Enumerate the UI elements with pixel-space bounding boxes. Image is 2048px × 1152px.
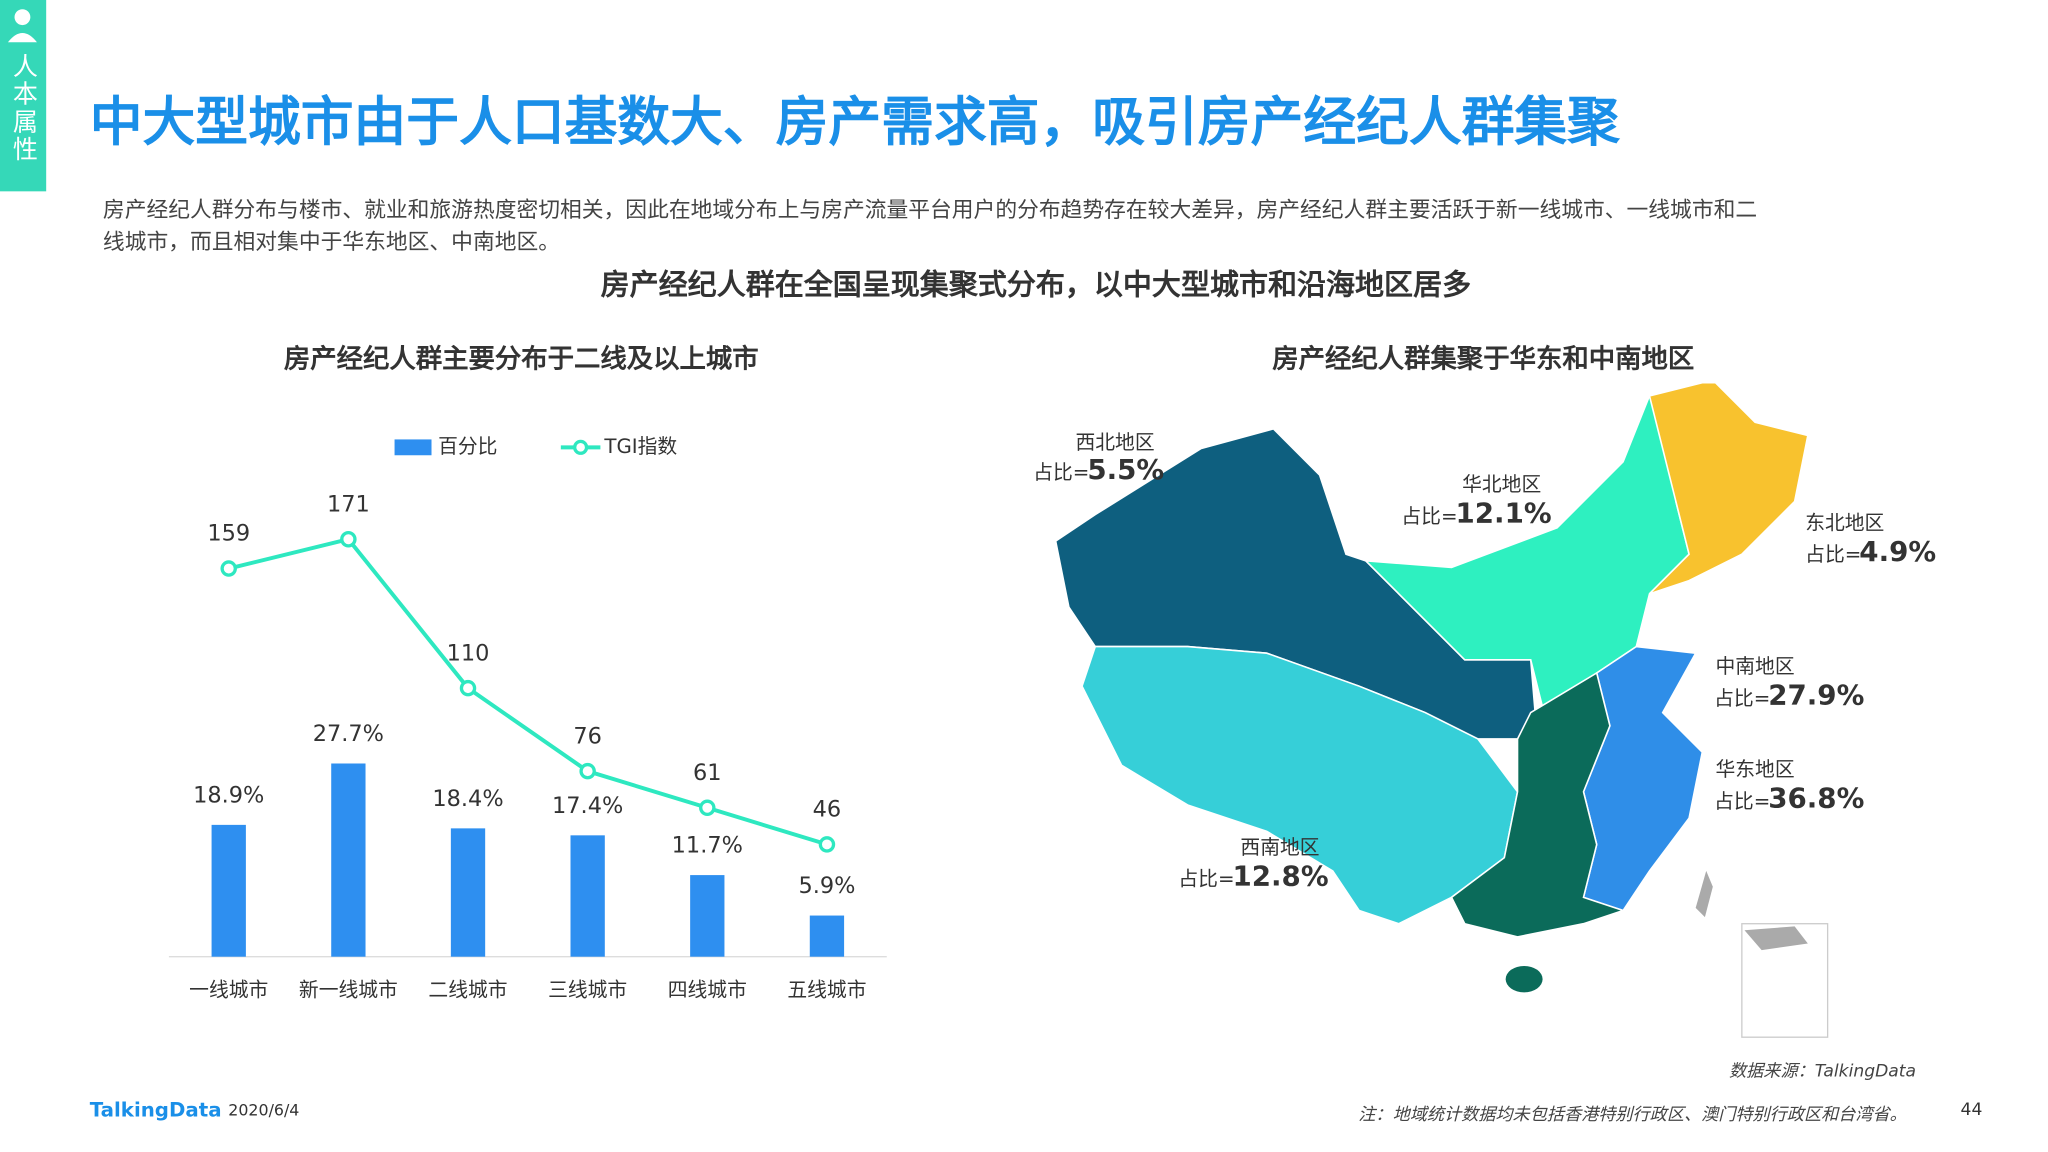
legend-swatch bbox=[394, 439, 432, 456]
line-value-label: 61 bbox=[693, 760, 722, 786]
region-hainan bbox=[1505, 965, 1543, 993]
region-share-prefix: 占比= bbox=[1401, 505, 1457, 528]
map-title: 房产经纪人群集聚于华东和中南地区 bbox=[1272, 344, 1694, 375]
line-value-label: 76 bbox=[573, 723, 602, 749]
x-tick-label: 新一线城市 bbox=[299, 979, 398, 1002]
region-share: 4.9% bbox=[1859, 535, 1936, 568]
x-tick-label: 一线城市 bbox=[189, 979, 268, 1002]
date: 2020/6/4 bbox=[228, 1101, 299, 1120]
legend-label: TGI指数 bbox=[603, 435, 677, 458]
line-value-label: 171 bbox=[327, 491, 370, 517]
line-value-label: 46 bbox=[813, 797, 842, 823]
region-share-prefix: 占比= bbox=[1714, 790, 1770, 813]
bar-value-label: 11.7% bbox=[672, 833, 743, 859]
x-tick-label: 二线城市 bbox=[428, 979, 507, 1002]
logo: TalkingData bbox=[90, 1099, 222, 1122]
inset-land bbox=[1744, 926, 1808, 951]
line-point bbox=[220, 560, 237, 577]
line-point bbox=[340, 531, 357, 548]
bar-value-label: 27.7% bbox=[313, 721, 384, 747]
region-share-prefix: 占比= bbox=[1033, 461, 1089, 484]
tgi-line bbox=[228, 537, 828, 847]
region-taiwan bbox=[1695, 870, 1713, 918]
bar bbox=[450, 828, 486, 957]
region-share-prefix: 占比= bbox=[1714, 687, 1770, 710]
region-share-prefix: 占比= bbox=[1805, 543, 1861, 566]
description: 房产经纪人群分布与楼市、就业和旅游热度密切相关，因此在地域分布上与房产流量平台用… bbox=[103, 198, 1757, 223]
region-name: 东北地区 bbox=[1805, 511, 1884, 534]
line-value-label: 159 bbox=[207, 521, 250, 547]
subtitle: 房产经纪人群在全国呈现集聚式分布，以中大型城市和沿海地区居多 bbox=[601, 267, 1471, 301]
bar bbox=[570, 835, 605, 957]
source: 数据来源：TalkingData bbox=[1729, 1062, 1916, 1082]
region-share-prefix: 占比= bbox=[1178, 868, 1234, 891]
line-point bbox=[459, 679, 477, 697]
region-name: 西南地区 bbox=[1240, 836, 1319, 859]
china-map bbox=[1054, 381, 1829, 1038]
region-name: 华东地区 bbox=[1715, 758, 1794, 781]
region-share: 12.8% bbox=[1232, 860, 1328, 893]
line-point bbox=[579, 762, 596, 780]
inset-box bbox=[1741, 923, 1829, 1038]
bar-value-label: 18.9% bbox=[193, 782, 264, 808]
chart-title: 房产经纪人群主要分布于二线及以上城市 bbox=[284, 344, 759, 375]
line-point bbox=[699, 799, 716, 817]
person-icon bbox=[14, 9, 31, 26]
region-northeast bbox=[1648, 381, 1809, 595]
bar bbox=[690, 875, 725, 957]
bar-value-label: 18.4% bbox=[432, 786, 503, 812]
page-number: 44 bbox=[1961, 1100, 1983, 1120]
legend-label: 百分比 bbox=[438, 435, 497, 458]
region-share: 5.5% bbox=[1087, 453, 1164, 486]
x-tick-label: 三线城市 bbox=[548, 979, 627, 1002]
bar bbox=[809, 915, 845, 957]
region-central-south bbox=[1450, 671, 1626, 938]
region-share: 12.1% bbox=[1456, 497, 1552, 530]
line-point bbox=[818, 836, 836, 853]
x-tick-label: 四线城市 bbox=[668, 979, 747, 1002]
x-tick-label: 五线城市 bbox=[787, 979, 866, 1002]
region-share: 36.8% bbox=[1768, 782, 1864, 815]
region-share: 27.9% bbox=[1768, 679, 1864, 712]
region-name: 华北地区 bbox=[1462, 473, 1541, 496]
note: 注：地域统计数据均未包括香港特别行政区、澳门特别行政区和台湾省。 bbox=[1358, 1105, 1907, 1125]
bar bbox=[331, 763, 366, 957]
page-title: 中大型城市由于人口基数大、房产需求高，吸引房产经纪人群集聚 bbox=[90, 92, 1621, 153]
sidebar bbox=[0, 0, 47, 192]
region-name: 中南地区 bbox=[1715, 655, 1794, 678]
sidebar-label: 人本属性 bbox=[9, 53, 38, 164]
legend-swatch bbox=[573, 439, 589, 455]
description: 线城市，而且相对集中于华东地区、中南地区。 bbox=[103, 230, 560, 255]
region-name: 西北地区 bbox=[1075, 431, 1154, 454]
bar-value-label: 5.9% bbox=[798, 873, 855, 899]
line-value-label: 110 bbox=[447, 640, 490, 666]
region-east bbox=[1582, 645, 1704, 912]
person-icon bbox=[7, 32, 37, 43]
bar bbox=[211, 824, 246, 957]
bar-value-label: 17.4% bbox=[552, 793, 623, 819]
